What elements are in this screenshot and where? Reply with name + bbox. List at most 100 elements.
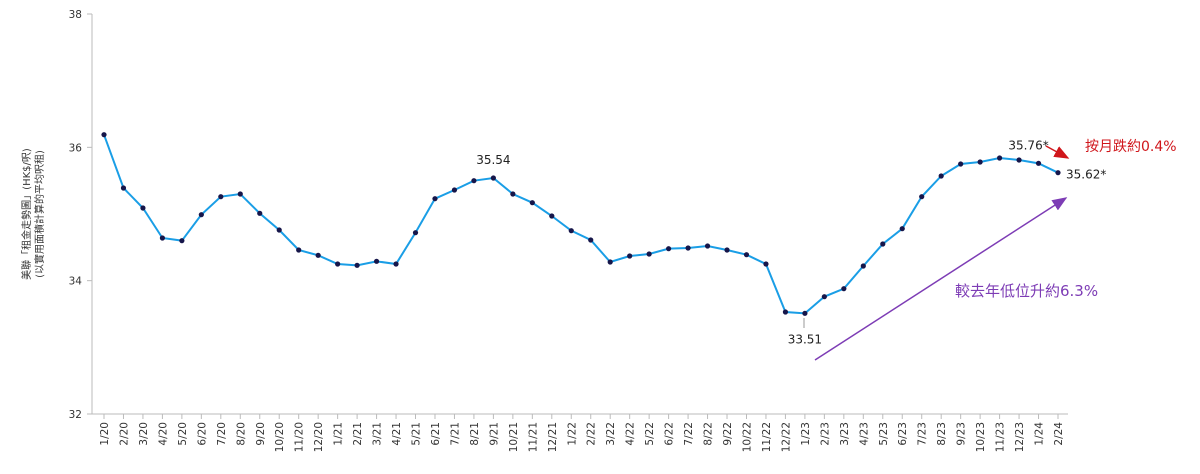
y-label: 美聯「租金走勢圖」(HK$/呎) (以實用面積計算的平均呎租) (20, 148, 46, 280)
point (140, 205, 146, 211)
point (198, 212, 204, 218)
x-tick-label: 11/20 (294, 422, 306, 452)
x-tick-label: 11/21 (527, 422, 539, 452)
point (237, 191, 243, 197)
x-tick-label: 10/23 (975, 422, 987, 452)
x-tick-label: 10/20 (274, 422, 286, 452)
point (529, 200, 535, 206)
point (315, 252, 321, 258)
series-line (103, 134, 1059, 315)
x-tick-label: 10/21 (508, 422, 520, 452)
x-tick-label: 4/22 (625, 422, 637, 446)
x-tick-label: 3/20 (138, 422, 150, 446)
x-tick-label: 5/20 (177, 422, 189, 446)
point (179, 238, 185, 244)
point (335, 261, 341, 267)
point (646, 251, 652, 257)
point (1055, 170, 1061, 176)
x-tick-label: 5/21 (411, 422, 423, 446)
point (880, 241, 886, 247)
data-label: 35.54 (476, 153, 510, 167)
annotation: 按月跌約0.4% (1085, 139, 1177, 155)
x-tick-label: 6/22 (664, 422, 676, 446)
point (393, 261, 399, 267)
point (354, 262, 360, 268)
point (412, 230, 419, 236)
x-tick-label: 5/23 (878, 422, 890, 446)
y-tick-label: 32 (69, 409, 82, 421)
point (763, 261, 769, 267)
x-tick-label: 7/21 (449, 422, 461, 446)
x-tick-label: 12/23 (1014, 422, 1026, 452)
point (373, 258, 380, 264)
x-tick-label: 8/21 (469, 422, 481, 446)
x-tick-label: 12/22 (780, 422, 792, 452)
point (958, 161, 964, 167)
point (899, 226, 905, 232)
point (607, 259, 613, 265)
x-tick-label: 8/23 (936, 422, 948, 446)
x-tick-label: 8/20 (235, 422, 247, 446)
x-tick-label: 3/22 (605, 422, 617, 446)
point (724, 247, 730, 253)
x-tick-label: 1/23 (800, 422, 812, 446)
point (218, 194, 224, 200)
point (490, 175, 496, 181)
point (977, 159, 983, 165)
y-tick-label: 36 (69, 142, 83, 154)
x-tick-label: 7/23 (917, 422, 929, 446)
point (549, 213, 555, 219)
point (666, 246, 672, 252)
x-tick-label: 1/22 (566, 422, 578, 446)
x-tick-label: 6/20 (196, 422, 208, 446)
point (296, 247, 302, 253)
point (821, 294, 827, 300)
x-tick-label: 2/21 (352, 422, 364, 446)
point (1035, 160, 1042, 166)
x-tick-label: 4/20 (157, 422, 169, 446)
point (1016, 157, 1022, 163)
x-tick-label: 2/20 (118, 422, 130, 446)
point (568, 228, 574, 234)
x-tick-label: 12/21 (547, 422, 559, 452)
x-tick-label: 10/22 (741, 422, 753, 452)
x-tick-label: 9/22 (722, 422, 734, 446)
point (510, 191, 516, 197)
point (704, 243, 711, 249)
x-tick-label: 7/22 (683, 422, 695, 446)
x-tick-label: 11/23 (995, 422, 1007, 452)
x-tick-label: 11/22 (761, 422, 773, 452)
drop-arrow (1045, 145, 1070, 159)
point (802, 310, 808, 316)
point (588, 237, 594, 243)
rise-arrow (814, 197, 1068, 361)
x-tick-label: 1/24 (1034, 422, 1046, 446)
x-tick-label: 2/24 (1053, 422, 1065, 446)
point (841, 286, 847, 292)
point (919, 194, 925, 200)
x-tick-label: 7/20 (216, 422, 228, 446)
y-label-line: (以實用面積計算的平均呎租) (33, 150, 46, 278)
x-tick-label: 5/22 (644, 422, 656, 446)
y-tick-label: 38 (69, 9, 82, 21)
x-tick-label: 9/21 (488, 422, 500, 446)
point (101, 132, 107, 138)
x-tick-label: 2/22 (586, 422, 598, 446)
point (782, 309, 789, 315)
x-tick-label: 9/20 (255, 422, 267, 446)
point (860, 263, 866, 269)
x-tick-label: 6/23 (897, 422, 909, 446)
point (743, 252, 750, 258)
point (276, 227, 282, 233)
point (996, 155, 1003, 161)
y-label-line: 美聯「租金走勢圖」(HK$/呎) (20, 148, 33, 280)
x-tick-label: 4/21 (391, 422, 403, 446)
point (120, 185, 127, 191)
x-tick-label: 2/23 (819, 422, 831, 446)
y-tick-label: 34 (69, 276, 83, 288)
point (627, 253, 633, 259)
point (159, 235, 166, 241)
point (471, 178, 477, 184)
data-label: 35.76* (1008, 138, 1048, 152)
